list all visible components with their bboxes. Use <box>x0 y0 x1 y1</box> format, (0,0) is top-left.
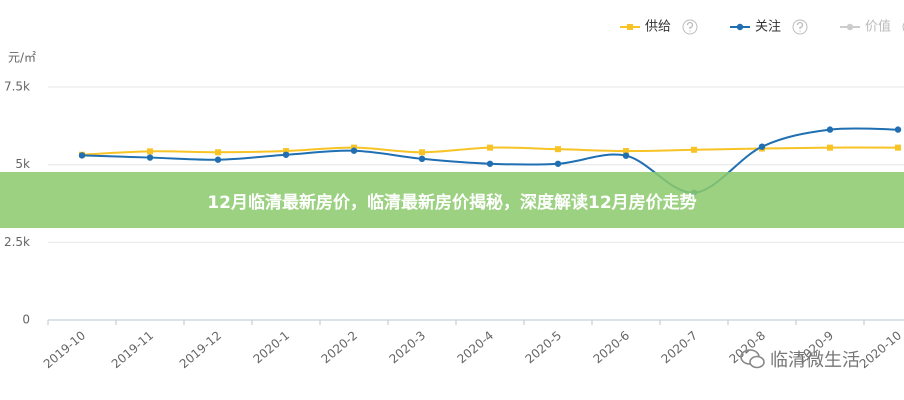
point <box>419 149 425 156</box>
point <box>623 148 629 155</box>
help-icon <box>682 19 698 35</box>
point <box>554 160 562 167</box>
point <box>350 147 358 154</box>
point <box>622 152 630 159</box>
x-tick-label: 2019-11 <box>109 328 156 371</box>
x-tick-label: 2020-7 <box>659 328 701 366</box>
x-tick-label: 2020-5 <box>523 328 565 366</box>
point <box>147 148 153 155</box>
point <box>282 151 290 158</box>
help-icon <box>902 22 904 32</box>
point <box>691 146 697 153</box>
y-unit: 元/㎡ <box>8 51 36 65</box>
x-tick-label: 2019-12 <box>177 328 224 371</box>
point <box>758 143 766 150</box>
point <box>78 152 86 159</box>
legend-marker <box>627 24 633 30</box>
point <box>486 160 494 167</box>
x-tick-label: 2020-1 <box>251 328 293 366</box>
x-tick-label: 2020-10 <box>857 328 904 371</box>
point <box>487 144 493 151</box>
point <box>215 149 221 156</box>
point <box>283 148 289 155</box>
point <box>214 156 222 163</box>
legend-label: 关注 <box>755 20 781 35</box>
y-tick-label: 2.5k <box>4 235 30 249</box>
point <box>895 144 901 151</box>
legend-marker <box>846 23 854 31</box>
banner: 12月临清最新房价，临清最新房价揭秘，深度解读12月房价走势 <box>0 172 904 228</box>
y-tick-label: 5k <box>15 157 30 171</box>
legend-label: 价值 <box>865 19 891 35</box>
y-tick-label: 0 <box>22 313 30 327</box>
point <box>418 155 426 163</box>
wechat-icon <box>740 349 765 369</box>
help-icon-mark <box>796 21 804 32</box>
x-tick-label: 2019-10 <box>41 328 88 371</box>
point <box>146 154 154 161</box>
point <box>826 126 834 133</box>
x-tick-label: 2020-4 <box>455 328 497 366</box>
legend-label: 供给 <box>645 20 671 35</box>
watermark: 临清微生活 <box>740 346 860 372</box>
point <box>827 144 833 151</box>
legend-marker <box>736 23 744 31</box>
help-icon <box>792 19 808 35</box>
point <box>555 146 561 153</box>
point <box>894 126 902 133</box>
y-tick-label: 7.5k <box>4 80 30 94</box>
help-icon-mark <box>686 21 694 32</box>
x-tick-label: 2020-6 <box>591 328 633 366</box>
x-tick-label: 2020-3 <box>387 328 429 366</box>
watermark-text: 临清微生活 <box>770 350 860 371</box>
x-tick-label: 2020-2 <box>319 328 361 366</box>
